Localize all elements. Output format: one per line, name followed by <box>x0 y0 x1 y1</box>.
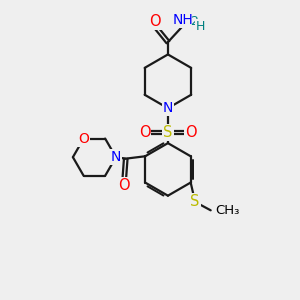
Text: CH₃: CH₃ <box>215 204 240 218</box>
Text: 2: 2 <box>190 15 198 28</box>
Text: S: S <box>190 194 200 209</box>
Text: O: O <box>139 125 150 140</box>
Text: O: O <box>78 131 89 146</box>
Text: S: S <box>163 125 172 140</box>
Text: NH: NH <box>173 13 194 27</box>
Text: N: N <box>111 150 121 164</box>
Text: O: O <box>118 178 130 193</box>
Text: O: O <box>185 125 197 140</box>
Text: N: N <box>163 101 173 115</box>
Text: O: O <box>149 14 160 29</box>
Text: H: H <box>196 20 205 33</box>
